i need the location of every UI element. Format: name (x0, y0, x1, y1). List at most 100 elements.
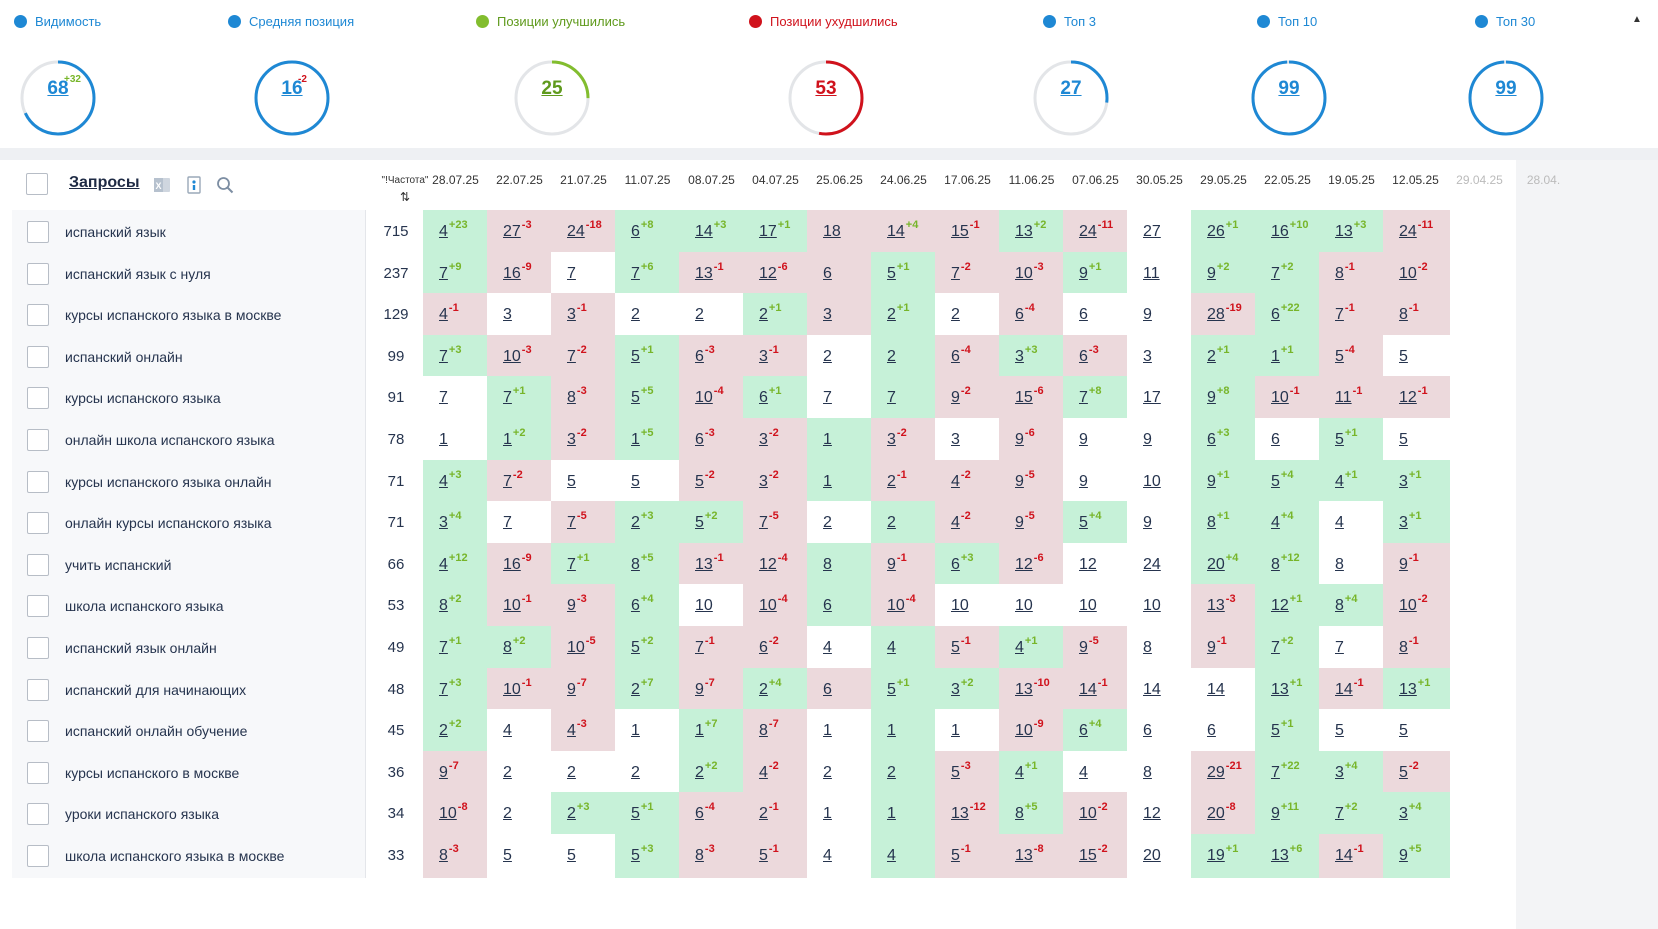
query-text[interactable]: учить испанский (65, 556, 172, 573)
position-value[interactable]: 14-1 (1335, 843, 1364, 865)
position-value[interactable]: 13-12 (951, 801, 986, 823)
position-value[interactable]: 7+2 (1271, 261, 1293, 283)
position-value[interactable]: 9-1 (1207, 635, 1227, 657)
position-value[interactable]: 2 (951, 306, 960, 324)
position-value[interactable]: 2 (823, 514, 832, 532)
date-column-header[interactable]: 17.06.25 (944, 173, 991, 187)
date-column-header[interactable]: 25.06.25 (816, 173, 863, 187)
position-value[interactable]: 28-19 (1207, 302, 1242, 324)
position-value[interactable]: 3+1 (1399, 510, 1421, 532)
position-value[interactable]: 8-3 (439, 843, 459, 865)
position-value[interactable]: 9-1 (1399, 552, 1419, 574)
position-value[interactable]: 4+3 (439, 469, 461, 491)
position-value[interactable]: 2+2 (695, 760, 717, 782)
position-value[interactable]: 7-1 (1335, 302, 1355, 324)
position-value[interactable]: 6+8 (631, 219, 653, 241)
position-value[interactable]: 2 (631, 764, 640, 782)
metric-legend[interactable]: Топ 10 (1257, 14, 1317, 29)
position-value[interactable]: 1 (951, 722, 960, 740)
position-value[interactable]: 8+1 (1207, 510, 1229, 532)
position-value[interactable]: 2 (695, 306, 704, 324)
position-value[interactable]: 4 (503, 722, 512, 740)
date-column-header[interactable]: 22.05.25 (1264, 173, 1311, 187)
position-value[interactable]: 2-1 (759, 801, 779, 823)
position-value[interactable]: 10-5 (567, 635, 596, 657)
position-value[interactable]: 5+4 (1271, 469, 1293, 491)
select-all-checkbox[interactable] (26, 173, 48, 195)
date-column-header[interactable]: 11.07.25 (624, 173, 671, 187)
position-value[interactable]: 1 (439, 431, 448, 449)
position-value[interactable]: 8+4 (1335, 593, 1357, 615)
position-value[interactable]: 1 (887, 805, 896, 823)
position-value[interactable]: 9-5 (1015, 469, 1035, 491)
position-value[interactable]: 13+1 (1271, 677, 1302, 699)
position-value[interactable]: 4 (1335, 514, 1344, 532)
position-value[interactable]: 8+12 (1271, 552, 1300, 574)
row-checkbox[interactable] (27, 470, 49, 493)
position-value[interactable]: 17+1 (759, 219, 790, 241)
position-value[interactable]: 12 (1079, 556, 1097, 574)
row-checkbox[interactable] (27, 845, 49, 867)
position-value[interactable]: 7-2 (951, 261, 971, 283)
position-value[interactable]: 6-4 (695, 801, 715, 823)
metric-value[interactable]: 53 (815, 78, 837, 99)
queries-title[interactable]: Запросы (69, 174, 140, 191)
position-value[interactable]: 9-7 (695, 677, 715, 699)
position-value[interactable]: 14 (1207, 681, 1225, 699)
position-value[interactable]: 7+2 (1335, 801, 1357, 823)
position-value[interactable]: 6-3 (695, 344, 715, 366)
position-value[interactable]: 8 (823, 556, 832, 574)
query-text[interactable]: испанский онлайн (65, 348, 183, 365)
row-checkbox[interactable] (27, 429, 49, 451)
position-value[interactable]: 18 (823, 223, 841, 241)
position-value[interactable]: 6-4 (1015, 302, 1035, 324)
position-value[interactable]: 9-2 (951, 385, 971, 407)
position-value[interactable]: 1+7 (695, 718, 717, 740)
position-value[interactable]: 4+12 (439, 552, 468, 574)
position-value[interactable]: 9+1 (1079, 261, 1101, 283)
position-value[interactable]: 7+2 (1271, 635, 1293, 657)
position-value[interactable]: 27-3 (503, 219, 532, 241)
date-column-header[interactable]: 29.05.25 (1200, 173, 1247, 187)
query-text[interactable]: школа испанского языка в москве (65, 848, 285, 864)
position-value[interactable]: 6-3 (1079, 344, 1099, 366)
position-value[interactable]: 13+6 (1271, 843, 1302, 865)
position-value[interactable]: 4-2 (759, 760, 779, 782)
position-value[interactable]: 2+3 (567, 801, 589, 823)
position-value[interactable]: 13+2 (1015, 219, 1046, 241)
position-value[interactable]: 12-6 (1015, 552, 1044, 574)
metric-legend[interactable]: Топ 30 (1475, 14, 1535, 29)
date-column-header[interactable]: 19.05.25 (1328, 173, 1375, 187)
position-value[interactable]: 5+1 (1271, 718, 1293, 740)
position-value[interactable]: 2 (631, 306, 640, 324)
position-value[interactable]: 7-2 (503, 469, 523, 491)
metric-legend[interactable]: Средняя позиция (228, 14, 354, 29)
position-value[interactable]: 5+3 (631, 843, 653, 865)
position-value[interactable]: 2+4 (759, 677, 781, 699)
position-value[interactable]: 4+1 (1335, 469, 1357, 491)
position-value[interactable]: 16-9 (503, 552, 532, 574)
position-value[interactable]: 7+22 (1271, 760, 1300, 782)
position-value[interactable]: 8+2 (503, 635, 525, 657)
position-value[interactable]: 7+1 (439, 635, 461, 657)
position-value[interactable]: 3-2 (887, 427, 907, 449)
position-value[interactable]: 2 (823, 348, 832, 366)
position-value[interactable]: 7+9 (439, 261, 461, 283)
row-checkbox[interactable] (27, 262, 49, 285)
position-value[interactable]: 10-4 (759, 593, 788, 615)
position-value[interactable]: 4-1 (439, 302, 459, 324)
position-value[interactable]: 5-1 (759, 843, 779, 865)
position-value[interactable]: 7 (1335, 639, 1344, 657)
position-value[interactable]: 3 (951, 431, 960, 449)
position-value[interactable]: 15-2 (1079, 843, 1108, 865)
position-value[interactable]: 3-2 (759, 469, 779, 491)
position-value[interactable]: 5 (631, 473, 640, 491)
position-value[interactable]: 6+22 (1271, 302, 1300, 324)
position-value[interactable]: 1 (823, 431, 832, 449)
date-column-header[interactable]: 12.05.25 (1392, 173, 1439, 187)
position-value[interactable]: 3+3 (1015, 344, 1037, 366)
position-value[interactable]: 13+1 (1399, 677, 1430, 699)
position-value[interactable]: 6+4 (631, 593, 653, 615)
position-value[interactable]: 1 (823, 805, 832, 823)
position-value[interactable]: 6+4 (1079, 718, 1101, 740)
